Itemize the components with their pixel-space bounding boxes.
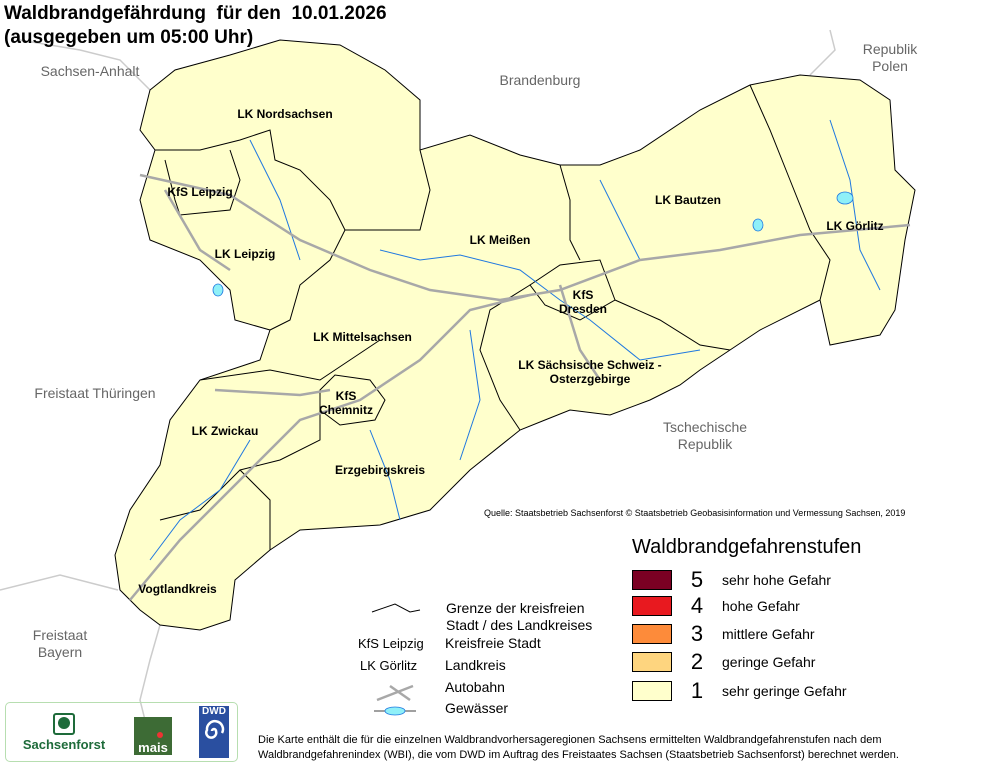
- autobahns: [129, 173, 911, 601]
- mais-logo[interactable]: mais: [134, 717, 172, 755]
- district-label[interactable]: LK Sächsische Schweiz - Osterzgebirge: [518, 358, 662, 386]
- lakes: [212, 191, 854, 297]
- logo-panel: Sachsenforst mais DWD: [5, 702, 238, 762]
- country-label: Brandenburg: [499, 72, 581, 88]
- district-label[interactable]: LK Nordsachsen: [237, 107, 333, 121]
- district-label[interactable]: LK Leipzig: [214, 247, 276, 261]
- legend-level: 2: [690, 649, 704, 674]
- legend-level: 5: [690, 567, 704, 592]
- border-symbol-icon: [371, 603, 421, 613]
- country-label: Freistaat Bayern: [32, 627, 88, 660]
- mais-logo-text: mais: [138, 740, 168, 755]
- district-label[interactable]: Vogtlandkreis: [138, 582, 217, 596]
- legend-label: sehr hohe Gefahr: [722, 572, 831, 588]
- legend-lk-label: Landkreis: [445, 657, 506, 673]
- legend-item-4: 4 hohe Gefahr: [632, 593, 800, 618]
- legend-swatch: [632, 652, 672, 672]
- legend-swatch: [632, 624, 672, 644]
- water-symbol-icon: [374, 706, 416, 716]
- legend-level: 4: [690, 593, 704, 618]
- source-text: Quelle: Staatsbetrieb Sachsenforst © Sta…: [484, 508, 906, 518]
- red-dot-icon: [157, 732, 163, 738]
- district-label[interactable]: KfS Chemnitz: [319, 389, 373, 417]
- legend-swatch: [632, 681, 672, 701]
- legend-swatch: [632, 596, 672, 616]
- district-label[interactable]: KfS Dresden: [558, 288, 608, 316]
- country-label: Republik Polen: [862, 41, 918, 74]
- rivers: [149, 119, 881, 561]
- tree-icon: [53, 713, 75, 735]
- district-label[interactable]: LK Bautzen: [655, 193, 721, 207]
- spiral-icon: [205, 719, 225, 739]
- legend-label: geringe Gefahr: [722, 654, 816, 670]
- legend-autobahn-label: Autobahn: [445, 679, 505, 695]
- saxony-outline: [114, 39, 916, 631]
- district-label[interactable]: KfS Leipzig: [167, 185, 233, 199]
- district-label[interactable]: LK Görlitz: [826, 219, 884, 233]
- district-label[interactable]: LK Mittelsachsen: [313, 330, 412, 344]
- legend-label: mittlere Gefahr: [722, 626, 815, 642]
- legend-swatch: [632, 570, 672, 590]
- legend-level: 3: [690, 621, 704, 646]
- legend-item-1: 1 sehr geringe Gefahr: [632, 678, 847, 703]
- country-label: Sachsen-Anhalt: [40, 63, 140, 79]
- dwd-logo[interactable]: DWD: [199, 706, 229, 758]
- legend-item-3: 3 mittlere Gefahr: [632, 621, 815, 646]
- legend-lk-example: LK Görlitz: [360, 658, 418, 673]
- country-label: Freistaat Thüringen: [34, 385, 156, 401]
- page-title: Waldbrandgefährdung für den 10.01.2026 (…: [4, 3, 387, 48]
- legend-item-5: 5 sehr hohe Gefahr: [632, 567, 831, 592]
- legend-border-label: Grenze der kreisfreien Stadt / des Landk…: [446, 600, 593, 633]
- legend-title: Waldbrandgefahrenstufen: [632, 536, 862, 558]
- district-label[interactable]: Erzgebirgskreis: [334, 463, 426, 477]
- district-label[interactable]: LK Zwickau: [191, 424, 259, 438]
- legend-level: 1: [690, 678, 704, 703]
- legend-kfs-label: Kreisfreie Stadt: [445, 635, 541, 651]
- legend-water-label: Gewässer: [445, 700, 509, 716]
- legend-item-2: 2 geringe Gefahr: [632, 649, 816, 674]
- country-label: Tschechische Republik: [662, 419, 748, 452]
- sachsenforst-logo-text: Sachsenforst: [22, 737, 106, 752]
- dwd-logo-text: DWD: [202, 706, 226, 717]
- autobahn-symbol-icon: [376, 684, 414, 702]
- legend-label: hohe Gefahr: [722, 598, 800, 614]
- district-label[interactable]: LK Meißen: [469, 233, 531, 247]
- sachsenforst-logo[interactable]: Sachsenforst: [14, 713, 114, 752]
- footnote: Die Karte enthält die für die einzelnen …: [258, 734, 899, 761]
- legend-kfs-example: KfS Leipzig: [358, 636, 424, 651]
- legend-label: sehr geringe Gefahr: [722, 683, 847, 699]
